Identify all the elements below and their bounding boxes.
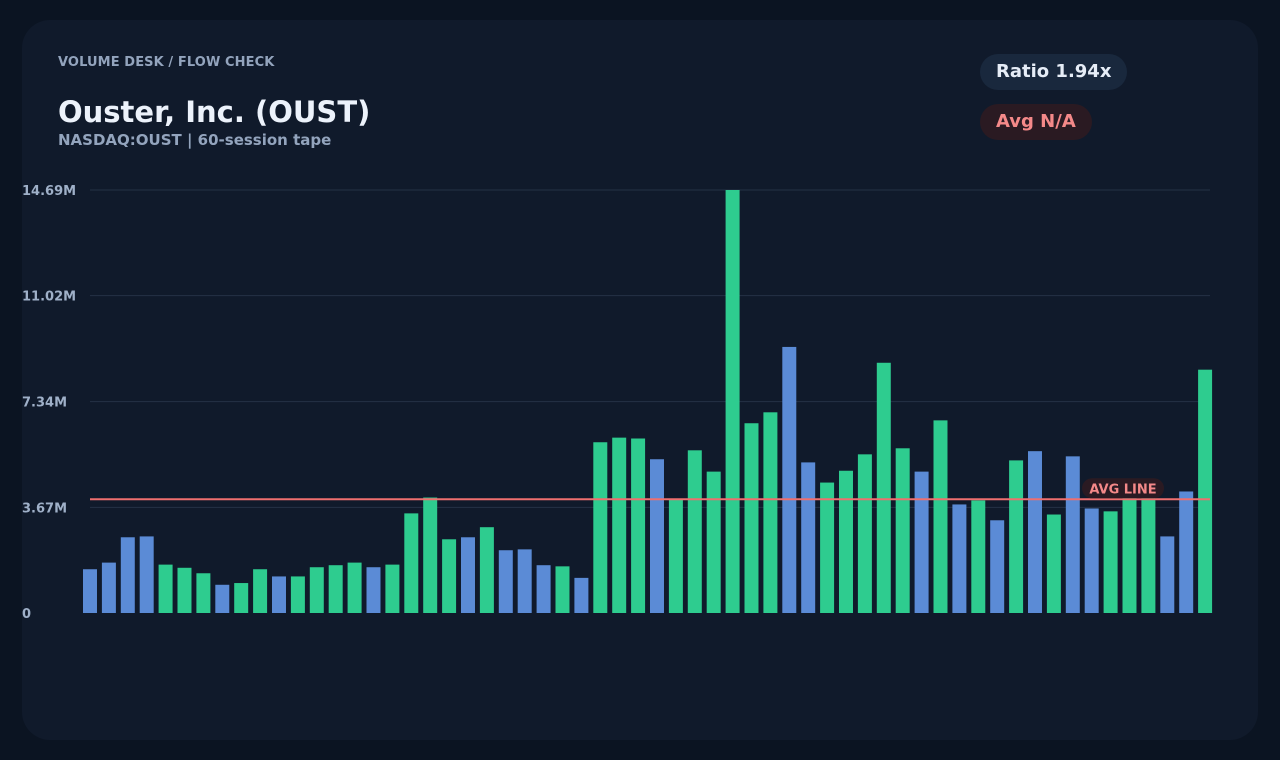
chart-panel [22,20,1258,740]
volume-bar [328,565,343,613]
volume-bar [952,504,967,613]
grid-lines [90,189,1210,508]
ticker-subtitle: NASDAQ:OUST | 60-session tape [58,131,332,149]
volume-bar [196,573,211,613]
volume-bar [1065,456,1080,613]
volume-bar [631,438,646,613]
avg-line-group: AVG LINE [90,478,1210,501]
volume-bar [234,583,249,613]
volume-bar [971,500,986,613]
volume-bar [1179,491,1194,613]
volume-bar [1084,508,1099,613]
volume-bar [706,471,721,613]
volume-bar [442,539,457,613]
volume-bar [120,537,135,613]
volume-bar [914,471,929,613]
volume-bar [725,190,740,613]
volume-bar [536,565,551,613]
volume-bar [990,520,1005,613]
volume-bar [404,513,419,613]
volume-bars [83,190,1213,613]
volume-bar [139,536,154,613]
volume-bar [1122,478,1137,613]
volume-bar [1141,478,1156,613]
volume-bar [83,569,97,613]
y-axis-ticks: 0 3.67M 7.34M 11.02M 14.69M [22,184,76,622]
y-tick-label: 3.67M [22,501,67,516]
y-tick-label: 0 [22,607,31,622]
y-tick-label: 11.02M [22,290,76,305]
volume-bar [253,569,268,613]
volume-bar [895,448,910,613]
y-tick-label: 7.34M [22,396,67,411]
volume-bar [574,577,589,613]
volume-bar [1009,460,1024,613]
y-tick-label: 14.69M [22,184,76,199]
ratio-badge: Ratio 1.94x [980,54,1128,90]
volume-bar [801,462,816,613]
volume-bar [876,362,891,613]
volume-bar [593,442,608,613]
volume-bar [1046,514,1061,613]
volume-bar [215,584,230,613]
volume-bar [101,562,116,613]
volume-bar [366,567,381,613]
breadcrumb: VOLUME DESK / FLOW CHECK [58,55,275,70]
volume-bar [423,497,438,613]
volume-bar [158,564,173,613]
volume-bar [517,549,532,613]
volume-bar [1103,511,1118,613]
volume-bar [744,423,759,613]
volume-bar [857,454,872,613]
volume-bar [820,482,835,613]
volume-bar [290,576,305,613]
avg-line-label: AVG LINE [1089,482,1156,497]
page-title: Ouster, Inc. (OUST) [58,95,371,129]
avg-line-label-pill [1082,478,1164,499]
volume-bar [498,550,513,613]
volume-bar [933,420,948,613]
volume-bar [782,346,797,613]
volume-bar [1198,369,1213,613]
volume-bar [839,470,853,613]
volume-bar [555,566,570,613]
volume-bar [347,562,362,613]
volume-bar [612,437,627,613]
volume-bar [479,527,494,613]
volume-bar [763,412,778,613]
volume-bar [668,499,683,613]
volume-bar [687,450,702,613]
volume-bar [1028,451,1042,613]
volume-bar [272,576,286,613]
volume-bar [385,564,400,613]
avg-badge: Avg N/A [980,104,1092,140]
volume-bar [1160,536,1175,613]
volume-bar [461,537,475,613]
volume-bar [650,459,664,613]
volume-bar [309,567,324,613]
volume-bar [177,567,192,613]
